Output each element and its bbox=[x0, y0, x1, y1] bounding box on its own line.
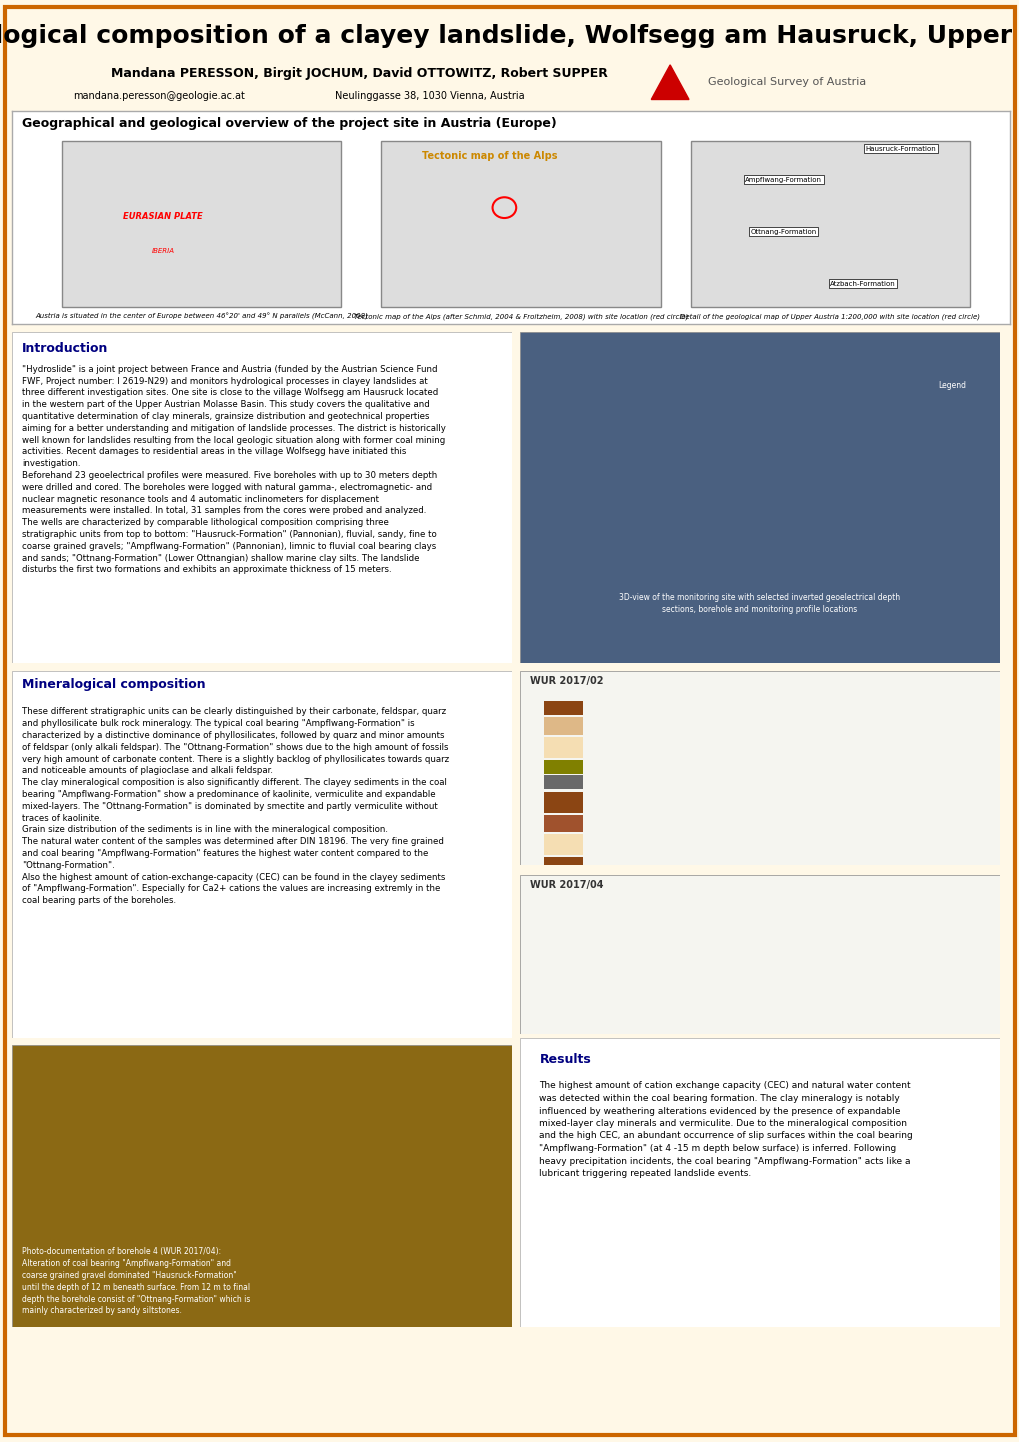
FancyBboxPatch shape bbox=[544, 776, 582, 789]
FancyBboxPatch shape bbox=[544, 792, 582, 813]
Text: Tectonic map of the Alps: Tectonic map of the Alps bbox=[422, 151, 556, 160]
FancyBboxPatch shape bbox=[544, 835, 582, 855]
FancyBboxPatch shape bbox=[62, 141, 341, 307]
Text: Results: Results bbox=[539, 1053, 591, 1066]
FancyBboxPatch shape bbox=[544, 760, 582, 774]
Text: WUR 2017/04: WUR 2017/04 bbox=[529, 880, 602, 890]
Text: Tectonic map of the Alps (after Schmid, 2004 & Froitzheim, 2008) with site locat: Tectonic map of the Alps (after Schmid, … bbox=[354, 313, 688, 320]
Text: 3D-view of the monitoring site with selected inverted geoelectrical depth
sectio: 3D-view of the monitoring site with sele… bbox=[619, 593, 900, 613]
Text: Austria is situated in the center of Europe between 46°20' and 49° N parallels (: Austria is situated in the center of Eur… bbox=[36, 313, 368, 320]
Text: Mandana PERESSON, Birgit JOCHUM, David OTTOWITZ, Robert SUPPER: Mandana PERESSON, Birgit JOCHUM, David O… bbox=[111, 68, 607, 81]
Text: Introduction: Introduction bbox=[22, 342, 108, 355]
FancyBboxPatch shape bbox=[520, 1038, 999, 1327]
FancyBboxPatch shape bbox=[520, 875, 999, 1034]
FancyBboxPatch shape bbox=[12, 671, 512, 1038]
FancyBboxPatch shape bbox=[520, 332, 999, 663]
Text: EURASIAN PLATE: EURASIAN PLATE bbox=[123, 212, 203, 221]
FancyBboxPatch shape bbox=[12, 332, 512, 663]
Text: Ampflwang-Formation: Ampflwang-Formation bbox=[745, 177, 821, 183]
Text: "Hydroslide" is a joint project between France and Austria (funded by the Austri: "Hydroslide" is a joint project between … bbox=[22, 365, 445, 574]
Text: The highest amount of cation exchange capacity (CEC) and natural water content
w: The highest amount of cation exchange ca… bbox=[539, 1082, 912, 1178]
Text: mandana.peresson@geologie.ac.at: mandana.peresson@geologie.ac.at bbox=[72, 91, 245, 101]
Text: Mineralogical composition of a clayey landslide, Wolfsegg am Hausruck, Upper Aus: Mineralogical composition of a clayey la… bbox=[0, 25, 1019, 48]
Text: Geological Survey of Austria: Geological Survey of Austria bbox=[707, 78, 865, 87]
Text: Detail of the geological map of Upper Austria 1:200,000 with site location (red : Detail of the geological map of Upper Au… bbox=[680, 313, 979, 320]
FancyBboxPatch shape bbox=[381, 141, 660, 307]
FancyBboxPatch shape bbox=[544, 815, 582, 832]
Text: Atzbach-Formation: Atzbach-Formation bbox=[829, 281, 895, 287]
Text: Mineralogical composition: Mineralogical composition bbox=[22, 678, 206, 691]
FancyBboxPatch shape bbox=[12, 1045, 512, 1327]
Text: WUR 2017/02: WUR 2017/02 bbox=[529, 676, 602, 686]
Text: IBERIA: IBERIA bbox=[152, 248, 174, 254]
FancyBboxPatch shape bbox=[690, 141, 969, 307]
Text: Ottnang-Formation: Ottnang-Formation bbox=[750, 229, 816, 235]
FancyBboxPatch shape bbox=[520, 671, 999, 865]
Text: Neulinggasse 38, 1030 Vienna, Austria: Neulinggasse 38, 1030 Vienna, Austria bbox=[334, 91, 524, 101]
FancyBboxPatch shape bbox=[544, 737, 582, 758]
FancyBboxPatch shape bbox=[544, 717, 582, 735]
Polygon shape bbox=[651, 65, 689, 99]
Text: These different stratigraphic units can be clearly distinguished by their carbon: These different stratigraphic units can … bbox=[22, 707, 449, 906]
FancyBboxPatch shape bbox=[544, 701, 582, 715]
FancyBboxPatch shape bbox=[544, 857, 582, 871]
Text: Geographical and geological overview of the project site in Austria (Europe): Geographical and geological overview of … bbox=[22, 117, 556, 130]
Text: Hausruck-Formation: Hausruck-Formation bbox=[865, 146, 935, 151]
Text: Legend: Legend bbox=[937, 382, 965, 391]
Text: Photo-documentation of borehole 4 (WUR 2017/04):
Alteration of coal bearing "Amp: Photo-documentation of borehole 4 (WUR 2… bbox=[22, 1247, 251, 1315]
